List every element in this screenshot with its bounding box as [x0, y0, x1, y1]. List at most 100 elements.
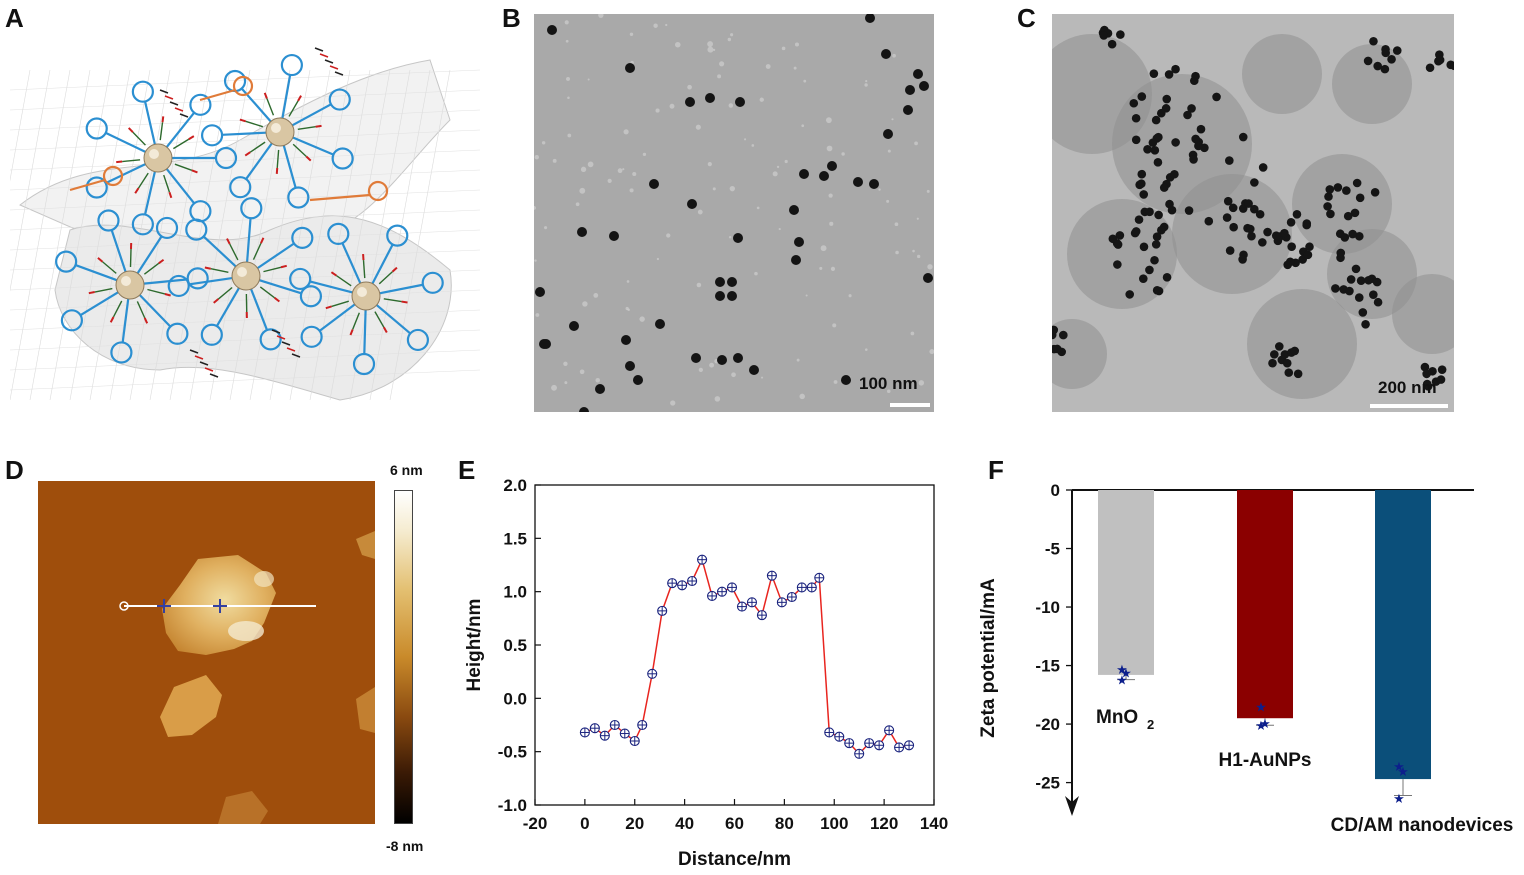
- profile-marker: [688, 577, 697, 586]
- profile-marker: [855, 749, 864, 758]
- gold-nanoparticle-dot: [794, 237, 804, 247]
- gold-nanoparticle-dot: [1053, 345, 1062, 354]
- profile-marker: [580, 728, 589, 737]
- linker-strand: [133, 132, 146, 145]
- y-tick-label: -15: [1035, 657, 1060, 676]
- gold-nanoparticle-dot: [869, 179, 879, 189]
- zeta-bar: [1375, 490, 1431, 779]
- tem-background-speckle: [752, 144, 755, 147]
- gold-nanoparticle-dot: [1263, 228, 1272, 237]
- gold-nanoparticle-dot: [1280, 229, 1289, 238]
- tem-background-speckle: [544, 226, 547, 229]
- tem-background-speckle: [757, 207, 760, 210]
- data-point-star: ★: [1255, 700, 1267, 715]
- gold-nanoparticle-dot: [1324, 192, 1333, 201]
- scale-bar-c: [1370, 404, 1448, 408]
- gold-nanoparticle: [144, 144, 172, 172]
- gold-nanoparticle-dot: [1352, 265, 1361, 274]
- tem-background-speckle: [819, 267, 822, 270]
- tem-background-speckle: [717, 74, 721, 78]
- gold-nanoparticle-dot: [1326, 210, 1335, 219]
- dna-hairpin-stem: [167, 113, 194, 147]
- tem-background-speckle: [666, 233, 670, 237]
- gold-nanoparticle-dot: [1436, 56, 1445, 65]
- gold-nanoparticle-dot: [1302, 219, 1311, 228]
- profile-marker: [600, 731, 609, 740]
- profile-marker: [620, 729, 629, 738]
- dna-hairpin-stem: [364, 310, 365, 354]
- gold-nanoparticle-dot: [1284, 368, 1293, 377]
- gold-nanoparticle-dot: [883, 129, 893, 139]
- tem-background-speckle: [630, 33, 633, 36]
- gold-nanoparticle-dot: [1226, 246, 1235, 255]
- gold-nanoparticle-dot: [1143, 145, 1152, 154]
- y-tick-label: 2.0: [503, 476, 527, 495]
- gold-nanoparticle-dot: [1331, 284, 1340, 293]
- tem-background-speckle: [864, 83, 867, 86]
- gold-nanoparticle-dot: [1438, 365, 1447, 374]
- gold-nanoparticle-dot: [1369, 37, 1378, 46]
- gold-nanoparticle-dot: [1364, 57, 1373, 66]
- gold-nanoparticle-dot: [1340, 233, 1349, 242]
- dna-hairpin-stem: [282, 75, 290, 118]
- gold-nanoparticle-dot: [903, 105, 913, 115]
- tem-background-speckle: [593, 293, 598, 298]
- gold-nanoparticle-dot: [1344, 212, 1353, 221]
- tem-background-speckle: [914, 141, 918, 145]
- gold-nanoparticle-dot: [733, 233, 743, 243]
- gold-nanoparticle-dot: [1258, 238, 1267, 247]
- gold-nanoparticle-dot: [1373, 278, 1382, 287]
- dna-duplex-segment: [165, 96, 173, 99]
- panel-b-letter: B: [502, 3, 521, 34]
- gold-nanoparticle-dot: [569, 321, 579, 331]
- tem-background-speckle: [892, 54, 896, 58]
- gold-nanoparticle-dot: [1183, 111, 1192, 120]
- tem-background-speckle: [698, 210, 703, 215]
- tem-background-speckle: [731, 372, 736, 377]
- gold-nanoparticle-dot: [1247, 232, 1256, 241]
- tem-background-speckle: [598, 14, 603, 18]
- gold-nanoparticle-dot: [1238, 255, 1247, 264]
- tem-background-speckle: [567, 97, 570, 100]
- gold-nanoparticle-dot: [1150, 69, 1159, 78]
- gold-nanoparticle-dot: [827, 161, 837, 171]
- gold-nanoparticle: [352, 282, 380, 310]
- data-point-star: ★: [1397, 764, 1409, 779]
- gold-nanoparticle-dot: [1059, 331, 1068, 340]
- tem-background-speckle: [535, 313, 539, 317]
- profile-marker: [678, 581, 687, 590]
- tem-background-speckle: [534, 259, 536, 261]
- tem-background-speckle: [581, 167, 586, 172]
- tem-background-speckle: [849, 294, 852, 297]
- gold-nanoparticle-dot: [1270, 350, 1279, 359]
- profile-marker: [610, 721, 619, 730]
- tem-background-speckle: [730, 33, 733, 36]
- scale-bar-b: [890, 403, 930, 407]
- gold-nanoparticle-dot: [1287, 242, 1296, 251]
- tem-background-speckle: [566, 77, 570, 81]
- gold-nanoparticle-highlight: [237, 267, 247, 277]
- profile-marker: [845, 739, 854, 748]
- gold-nanoparticle-dot: [789, 205, 799, 215]
- gold-nanoparticle-dot: [1129, 99, 1138, 108]
- y-tick-label: -10: [1035, 598, 1060, 617]
- y-tick-label: 0: [1051, 481, 1060, 500]
- tem-background-speckle: [582, 301, 587, 306]
- x-tick-label: 100: [820, 814, 848, 833]
- gold-nanoparticle-dot: [1348, 230, 1357, 239]
- gold-nanoparticle-dot: [1369, 290, 1378, 299]
- linker-strand: [160, 122, 162, 140]
- gold-nanoparticle-dot: [913, 69, 923, 79]
- gold-nanoparticle-dot: [1293, 210, 1302, 219]
- tem-background-speckle: [632, 172, 636, 176]
- tem-background-speckle: [707, 41, 713, 47]
- gold-nanoparticle-dot: [1191, 72, 1200, 81]
- graphene-patch: [1332, 44, 1412, 124]
- tem-background-speckle: [766, 64, 771, 69]
- profile-marker: [815, 573, 824, 582]
- gold-nanoparticle-dot: [535, 287, 545, 297]
- tem-background-speckle: [917, 255, 920, 258]
- tem-background-speckle: [618, 168, 623, 173]
- tem-background-speckle: [785, 160, 788, 163]
